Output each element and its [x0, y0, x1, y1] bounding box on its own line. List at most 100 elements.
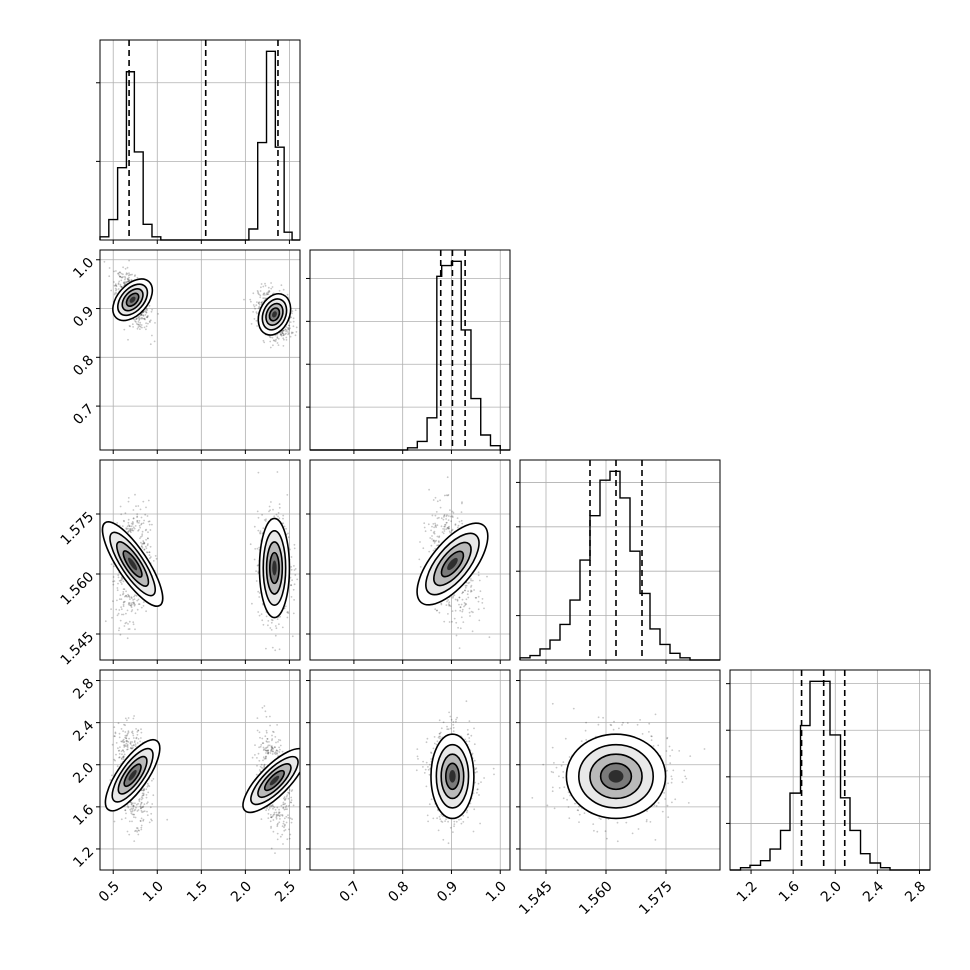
- sample-point: [140, 523, 143, 526]
- sample-point: [263, 748, 266, 750]
- sample-point: [140, 802, 143, 805]
- sample-point: [140, 313, 142, 316]
- sample-point: [479, 822, 481, 825]
- sample-point: [120, 598, 123, 601]
- sample-point: [116, 587, 119, 589]
- sample-point: [128, 280, 131, 282]
- sample-point: [277, 344, 280, 346]
- sample-point: [265, 715, 268, 718]
- sample-point: [143, 317, 146, 320]
- sample-point: [493, 773, 495, 776]
- sample-point: [282, 797, 285, 800]
- sample-point: [129, 598, 131, 600]
- sample-point: [128, 279, 131, 281]
- sample-point: [265, 293, 268, 296]
- panel-2d-3-2: [516, 669, 721, 874]
- sample-point: [441, 531, 444, 533]
- sample-point: [270, 825, 272, 828]
- sample-point: [141, 811, 144, 814]
- sample-point: [260, 301, 263, 304]
- sample-point: [461, 501, 463, 504]
- sample-point: [267, 812, 270, 815]
- sample-point: [562, 797, 565, 800]
- sample-point: [124, 275, 126, 278]
- sample-point: [451, 515, 454, 517]
- sample-point: [127, 806, 130, 809]
- sample-point: [277, 741, 279, 743]
- sample-point: [257, 590, 260, 593]
- sample-point: [131, 744, 134, 747]
- sample-point: [128, 628, 131, 630]
- sample-point: [268, 290, 271, 293]
- sample-point: [112, 580, 114, 583]
- sample-point: [126, 525, 129, 528]
- sample-point: [121, 740, 124, 743]
- sample-point: [111, 616, 113, 619]
- sample-point: [135, 737, 138, 740]
- sample-point: [434, 540, 437, 543]
- sample-point: [134, 493, 136, 496]
- sample-point: [146, 551, 148, 554]
- sample-point: [689, 755, 692, 757]
- sample-point: [115, 284, 117, 287]
- sample-point: [274, 634, 277, 637]
- sample-point: [274, 334, 277, 337]
- sample-point: [250, 300, 252, 303]
- contour-line-2-0-1-2: [265, 541, 284, 595]
- sample-point: [113, 580, 116, 582]
- sample-point: [137, 729, 140, 732]
- x-tick-label-1-2: 0.9: [434, 878, 461, 905]
- sample-point: [440, 517, 443, 520]
- sample-point: [261, 514, 263, 516]
- sample-point: [140, 522, 143, 525]
- sample-point: [125, 594, 128, 597]
- sample-point: [249, 298, 252, 301]
- sample-point: [138, 528, 140, 531]
- sample-point: [453, 617, 456, 620]
- sample-point: [470, 578, 472, 580]
- sample-point: [123, 746, 126, 748]
- sample-point: [141, 314, 143, 316]
- sample-point: [136, 520, 139, 522]
- sample-point: [637, 828, 640, 830]
- sample-point: [121, 578, 124, 580]
- sample-point: [260, 818, 263, 820]
- density-level-2-0-1-4: [272, 560, 277, 576]
- sample-point: [274, 753, 277, 755]
- sample-point: [599, 818, 602, 820]
- sample-point: [121, 749, 124, 751]
- sample-point: [476, 788, 479, 791]
- sample-point: [117, 283, 120, 286]
- sample-point: [259, 531, 261, 534]
- sample-point: [265, 756, 267, 758]
- sample-point: [272, 344, 274, 347]
- sample-point: [483, 607, 485, 610]
- sample-point: [435, 511, 438, 513]
- sample-point: [127, 521, 130, 524]
- sample-point: [433, 742, 436, 745]
- contour-line-3-1-0-2: [440, 753, 465, 800]
- sample-point: [279, 835, 282, 838]
- sample-point: [119, 633, 122, 636]
- sample-point: [113, 284, 116, 287]
- sample-point: [288, 837, 291, 840]
- sample-point: [117, 576, 120, 579]
- sample-point: [268, 290, 270, 292]
- sample-point: [132, 746, 134, 749]
- sample-point: [134, 808, 137, 811]
- contour-line-2-0-1-1: [262, 529, 287, 606]
- sample-point: [270, 282, 272, 284]
- sample-point: [434, 525, 437, 527]
- sample-point: [288, 789, 291, 791]
- sample-point: [288, 324, 291, 327]
- sample-point: [133, 809, 136, 812]
- sample-point: [276, 753, 278, 755]
- sample-point: [131, 523, 134, 526]
- sample-point: [287, 333, 289, 336]
- sample-point: [266, 750, 269, 752]
- sample-point: [476, 788, 479, 790]
- sample-point: [261, 619, 264, 622]
- sample-point: [429, 537, 432, 539]
- sample-point: [123, 328, 126, 331]
- sample-point: [118, 756, 120, 759]
